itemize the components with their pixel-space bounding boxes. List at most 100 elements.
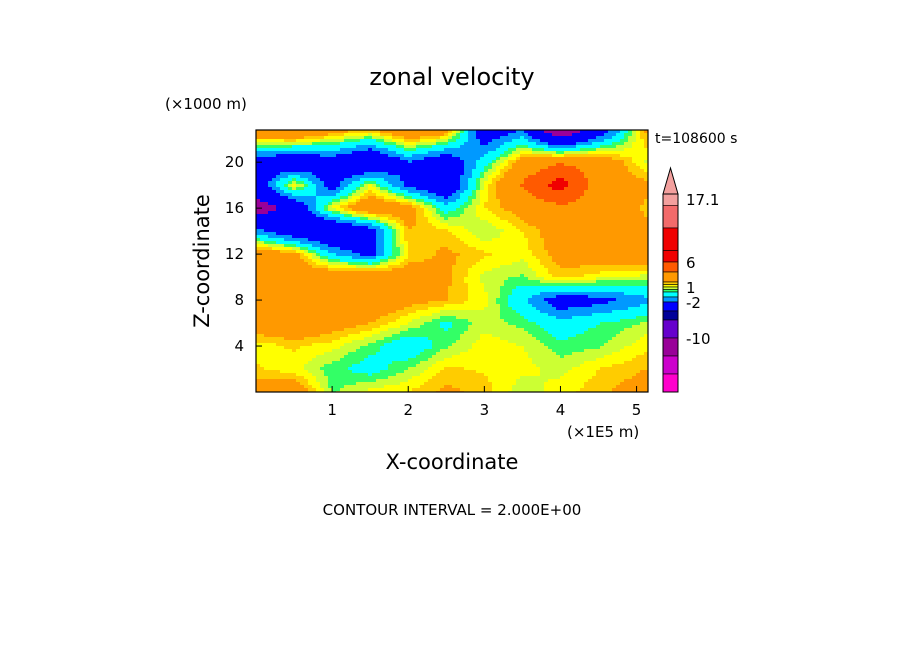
field-cell — [580, 223, 584, 226]
field-cell — [524, 268, 528, 271]
field-cell — [600, 193, 604, 196]
field-cell — [508, 244, 512, 247]
field-cell — [348, 199, 352, 202]
field-cell — [444, 220, 448, 223]
field-cell — [508, 163, 512, 166]
field-cell — [336, 160, 340, 163]
field-cell — [544, 229, 548, 232]
field-cell — [548, 169, 552, 172]
field-cell — [280, 154, 284, 157]
field-cell — [412, 163, 416, 166]
field-cell — [284, 211, 288, 214]
field-cell — [476, 178, 480, 181]
field-cell — [520, 238, 524, 241]
field-cell — [540, 178, 544, 181]
field-cell — [408, 247, 412, 250]
field-cell — [432, 217, 436, 220]
field-cell — [532, 247, 536, 250]
field-cell — [264, 229, 268, 232]
field-cell — [464, 232, 468, 235]
field-cell — [592, 259, 596, 262]
field-cell — [528, 250, 532, 253]
field-cell — [500, 250, 504, 253]
field-cell — [324, 238, 328, 241]
field-cell — [268, 160, 272, 163]
field-cell — [340, 139, 344, 142]
field-cell — [616, 136, 620, 139]
field-cell — [592, 214, 596, 217]
field-cell — [600, 277, 604, 280]
field-cell — [492, 139, 496, 142]
field-cell — [384, 166, 388, 169]
field-cell — [552, 217, 556, 220]
field-cell — [264, 241, 268, 244]
field-cell — [380, 151, 384, 154]
field-cell — [368, 145, 372, 148]
field-cell — [284, 190, 288, 193]
field-cell — [600, 136, 604, 139]
field-cell — [620, 250, 624, 253]
field-cell — [316, 253, 320, 256]
field-cell — [624, 241, 628, 244]
field-cell — [296, 265, 300, 268]
field-cell — [512, 172, 516, 175]
field-cell — [260, 274, 264, 277]
field-cell — [364, 184, 368, 187]
field-cell — [356, 235, 360, 238]
field-cell — [400, 181, 404, 184]
field-cell — [576, 217, 580, 220]
field-cell — [312, 133, 316, 136]
field-cell — [424, 160, 428, 163]
field-cell — [588, 166, 592, 169]
field-cell — [260, 217, 264, 220]
field-cell — [572, 214, 576, 217]
field-cell — [300, 178, 304, 181]
field-cell — [572, 196, 576, 199]
field-cell — [544, 133, 548, 136]
field-cell — [568, 217, 572, 220]
field-cell — [412, 253, 416, 256]
field-cell — [308, 196, 312, 199]
field-cell — [460, 232, 464, 235]
field-cell — [356, 256, 360, 259]
field-cell — [516, 181, 520, 184]
field-cell — [304, 208, 308, 211]
field-cell — [556, 247, 560, 250]
field-cell — [408, 265, 412, 268]
field-cell — [352, 169, 356, 172]
field-cell — [620, 208, 624, 211]
field-cell — [400, 211, 404, 214]
field-cell — [480, 253, 484, 256]
field-cell — [504, 151, 508, 154]
field-cell — [552, 280, 556, 283]
field-cell — [480, 274, 484, 277]
field-cell — [448, 160, 452, 163]
field-cell — [280, 217, 284, 220]
field-cell — [428, 190, 432, 193]
field-cell — [448, 166, 452, 169]
field-cell — [608, 175, 612, 178]
field-cell — [320, 142, 324, 145]
field-cell — [280, 235, 284, 238]
field-cell — [324, 208, 328, 211]
field-cell — [468, 217, 472, 220]
field-cell — [476, 169, 480, 172]
field-cell — [640, 262, 644, 265]
field-cell — [408, 196, 412, 199]
field-cell — [276, 271, 280, 274]
field-cell — [440, 262, 444, 265]
field-cell — [376, 280, 380, 283]
field-cell — [264, 172, 268, 175]
field-cell — [308, 265, 312, 268]
field-cell — [572, 139, 576, 142]
field-cell — [628, 271, 632, 274]
field-cell — [352, 271, 356, 274]
field-cell — [568, 229, 572, 232]
field-cell — [588, 202, 592, 205]
field-cell — [384, 190, 388, 193]
field-cell — [364, 196, 368, 199]
field-cell — [288, 190, 292, 193]
field-cell — [544, 241, 548, 244]
field-cell — [396, 277, 400, 280]
field-cell — [564, 274, 568, 277]
